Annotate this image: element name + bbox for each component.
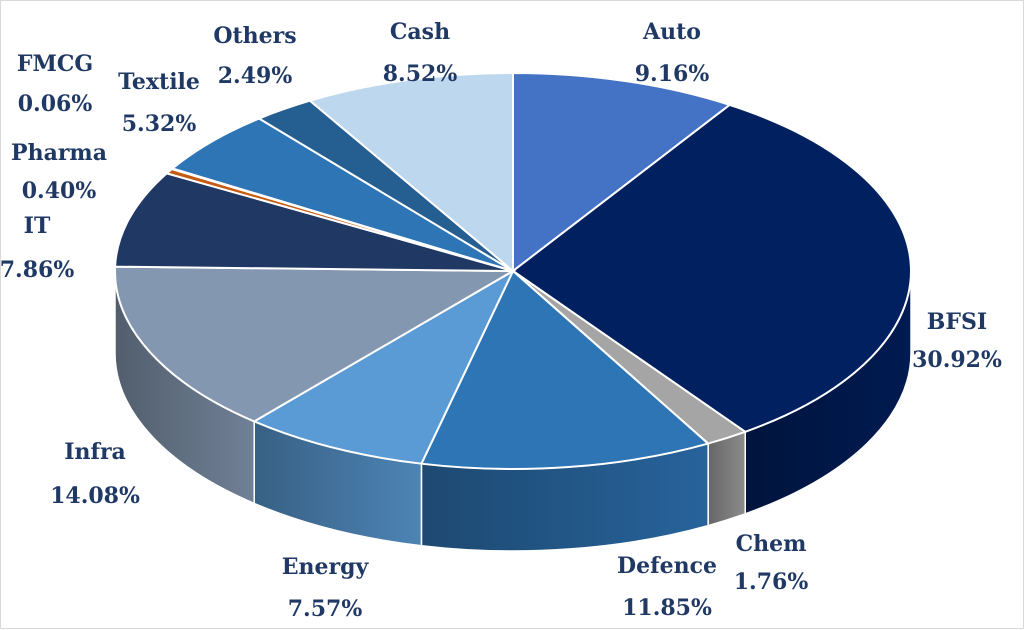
slice-value-fmcg: 0.06% [18, 91, 93, 117]
slice-value-pharma: 0.40% [22, 178, 97, 204]
slice-label-auto: Auto [642, 19, 701, 45]
pie-side-chem [707, 430, 746, 527]
slice-label-defence: Defence [617, 553, 717, 579]
slice-label-cash: Cash [390, 19, 450, 45]
slice-label-it: IT [24, 213, 51, 239]
slice-label-chem: Chem [736, 531, 807, 557]
slice-label-infra: Infra [64, 439, 126, 465]
pie-slice-bfsi [511, 103, 912, 433]
slice-label-pharma: Pharma [11, 140, 107, 166]
slice-value-it: 7.86% [1, 257, 74, 283]
pie-slice-textile [170, 117, 514, 272]
slice-labels: Auto 9.16% BFSI 30.92% Chem 1.76% Defence 11.85… [1, 19, 1002, 622]
slice-value-infra: 14.08% [50, 483, 140, 509]
slice-label-textile: Textile [118, 69, 200, 95]
pie-slice-infra [114, 265, 517, 423]
slice-value-textile: 5.32% [122, 111, 197, 137]
slice-value-others: 2.49% [218, 63, 293, 89]
pie-slice-it [114, 172, 514, 272]
pie-slices [114, 71, 912, 470]
pie-slice-auto [512, 71, 732, 274]
slice-label-fmcg: FMCG [17, 51, 93, 77]
pie-slice-defence [419, 269, 711, 470]
slice-value-chem: 1.76% [734, 569, 809, 595]
pie-slice-energy [251, 268, 516, 465]
slice-value-bfsi: 30.92% [912, 347, 1002, 373]
slice-label-bfsi: BFSI [927, 309, 987, 335]
slice-value-defence: 11.85% [622, 595, 712, 621]
slice-value-cash: 8.52% [383, 61, 458, 87]
slice-value-energy: 7.57% [288, 596, 363, 622]
slice-label-others: Others [213, 23, 296, 49]
slice-value-auto: 9.16% [635, 61, 710, 87]
slice-label-energy: Energy [282, 554, 370, 580]
pie-slice-cash [307, 71, 514, 274]
